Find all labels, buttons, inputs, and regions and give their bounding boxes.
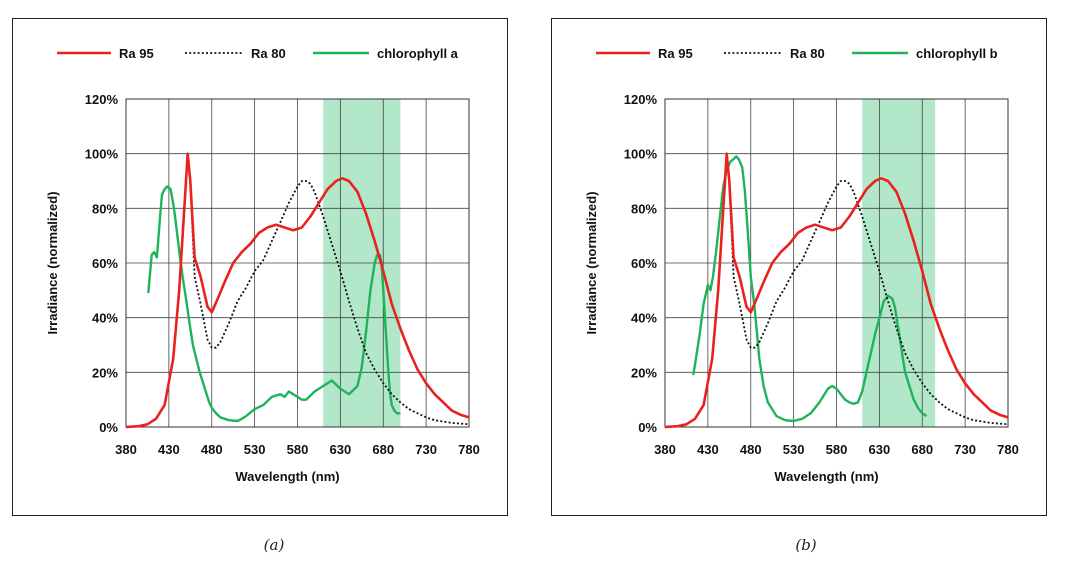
x-tick-label: 580	[826, 442, 848, 457]
chart-a: 380 430 480 530 580 630 680 730 780 0% 20% 40% 60% 80…	[45, 46, 480, 484]
x-tick-label: 680	[911, 442, 933, 457]
x-tick-label: 530	[783, 442, 805, 457]
chart-panel-a: 380 430 480 530 580 630 680 730 780 0% 20% 40% 60% 80…	[12, 18, 508, 516]
x-axis-label: Wavelength (nm)	[235, 469, 339, 484]
series-line-ra-95	[664, 152, 1009, 429]
legend-item-chlorophyll-label: chlorophyll b	[916, 46, 998, 61]
x-tick-label: 480	[740, 442, 762, 457]
x-tick-label: 630	[869, 442, 891, 457]
chart-b: 380 430 480 530 580 630 680 730 780 0% 20% 40% 60% 80…	[584, 46, 1019, 484]
y-tick-label: 0%	[638, 420, 657, 435]
y-tick-label: 60%	[92, 256, 118, 271]
y-tick-label: 20%	[92, 365, 118, 380]
x-tick-label: 430	[697, 442, 719, 457]
series-line-chlorophyll	[147, 185, 401, 423]
y-tick-label: 120%	[624, 92, 658, 107]
x-tick-label: 530	[244, 442, 266, 457]
y-tick-label: 0%	[99, 420, 118, 435]
series-line-ra-80	[664, 152, 1009, 428]
x-tick-label: 380	[654, 442, 676, 457]
series-line-ra-95	[125, 152, 470, 429]
x-tick-label: 630	[330, 442, 352, 457]
y-tick-label: 40%	[631, 311, 657, 326]
y-axis-label: Irradiance (normalized)	[45, 191, 60, 334]
y-tick-label: 60%	[631, 256, 657, 271]
x-tick-label: 780	[997, 442, 1019, 457]
legend-item-ra-80-label: Ra 80	[251, 46, 286, 61]
x-tick-label: 780	[458, 442, 480, 457]
y-axis-label: Irradiance (normalized)	[584, 191, 599, 334]
x-tick-label: 380	[115, 442, 137, 457]
y-tick-label: 100%	[85, 147, 119, 162]
x-tick-label: 730	[954, 442, 976, 457]
x-tick-label: 580	[287, 442, 309, 457]
y-tick-label: 20%	[631, 365, 657, 380]
legend-item-ra-95-label: Ra 95	[119, 46, 154, 61]
legend-item-chlorophyll-label: chlorophyll a	[377, 46, 459, 61]
x-tick-label: 430	[158, 442, 180, 457]
x-tick-label: 480	[201, 442, 223, 457]
legend-item-ra-80-label: Ra 80	[790, 46, 825, 61]
series-line-ra-80	[125, 152, 470, 428]
plot-area	[125, 98, 470, 428]
y-tick-label: 100%	[624, 147, 658, 162]
x-tick-label: 680	[372, 442, 394, 457]
plot-area	[664, 98, 1009, 428]
x-tick-label: 730	[415, 442, 437, 457]
x-axis-label: Wavelength (nm)	[774, 469, 878, 484]
y-tick-label: 80%	[631, 201, 657, 216]
caption-b: (b)	[795, 536, 817, 554]
chart-panel-b: 380 430 480 530 580 630 680 730 780 0% 20% 40% 60% 80…	[551, 18, 1047, 516]
y-tick-label: 80%	[92, 201, 118, 216]
y-tick-label: 120%	[85, 92, 119, 107]
caption-a: (a)	[263, 536, 285, 554]
legend-item-ra-95-label: Ra 95	[658, 46, 693, 61]
y-tick-label: 40%	[92, 311, 118, 326]
